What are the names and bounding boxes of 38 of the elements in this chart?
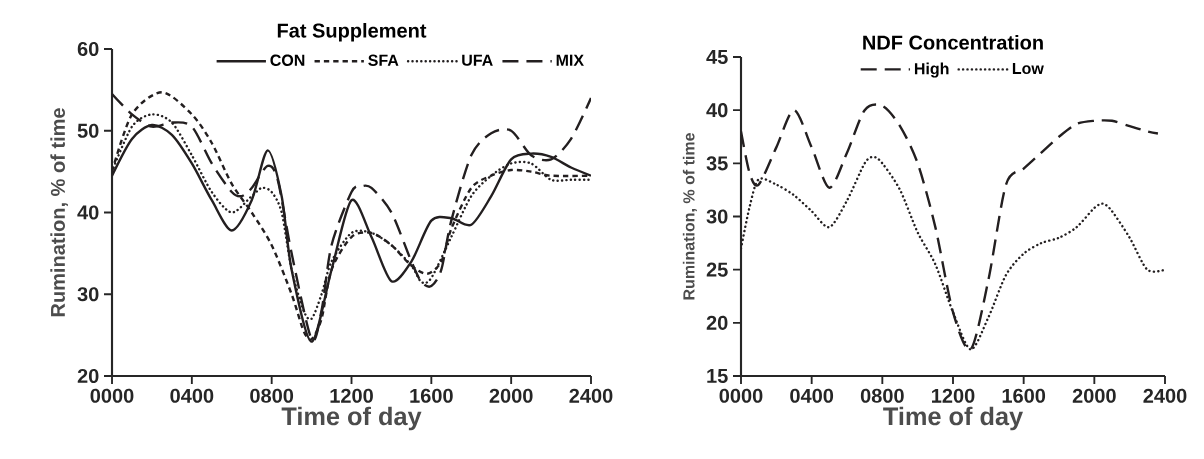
x-tick-label: 2000 bbox=[489, 388, 533, 403]
x-tick-label: 0000 bbox=[719, 388, 763, 403]
y-tick-label: 15 bbox=[707, 369, 728, 383]
chart-title: Fat Supplement bbox=[277, 22, 427, 42]
x-axis-title: Time of day bbox=[281, 406, 422, 431]
x-tick-label: 0000 bbox=[90, 388, 134, 403]
y-tick-label: 60 bbox=[77, 41, 99, 57]
legend-label: High bbox=[914, 62, 949, 78]
y-tick-label: 40 bbox=[77, 205, 99, 220]
x-tick-label: 2400 bbox=[1143, 388, 1187, 403]
y-axis-title: Rumination, % of time bbox=[50, 108, 68, 317]
x-tick-label: 1200 bbox=[932, 388, 975, 403]
y-tick-label: 20 bbox=[706, 315, 728, 330]
x-axis-title: Time of day bbox=[883, 406, 1023, 431]
legend-label: Low bbox=[1012, 62, 1044, 75]
y-tick-label: 35 bbox=[706, 156, 728, 171]
x-tick-label: 1600 bbox=[1002, 388, 1046, 403]
y-tick-label: 30 bbox=[706, 209, 728, 224]
legend-label: SFA bbox=[368, 54, 399, 66]
chart-title: NDF Concentration bbox=[863, 34, 1043, 50]
x-tick-label: 1200 bbox=[330, 388, 373, 403]
y-tick-label: 20 bbox=[77, 368, 99, 384]
legend-label: UFA bbox=[462, 54, 493, 66]
legend-label: CON bbox=[270, 54, 305, 66]
x-tick-label: 0400 bbox=[170, 388, 214, 403]
x-tick-label: 0400 bbox=[790, 388, 834, 403]
x-tick-label: 1600 bbox=[410, 388, 453, 403]
x-tick-label: 0800 bbox=[860, 388, 904, 403]
x-tick-label: 2400 bbox=[569, 388, 613, 403]
x-tick-label: 0800 bbox=[250, 388, 294, 403]
y-axis-title: Rumination, % of time bbox=[682, 133, 697, 300]
y-tick-label: 40 bbox=[706, 103, 728, 118]
y-tick-label: 50 bbox=[77, 123, 99, 138]
y-tick-label: 30 bbox=[77, 287, 99, 302]
y-tick-label: 45 bbox=[706, 50, 728, 64]
y-tick-label: 25 bbox=[706, 262, 728, 277]
legend-label: MIX bbox=[556, 54, 584, 66]
x-tick-label: 2000 bbox=[1072, 388, 1116, 403]
